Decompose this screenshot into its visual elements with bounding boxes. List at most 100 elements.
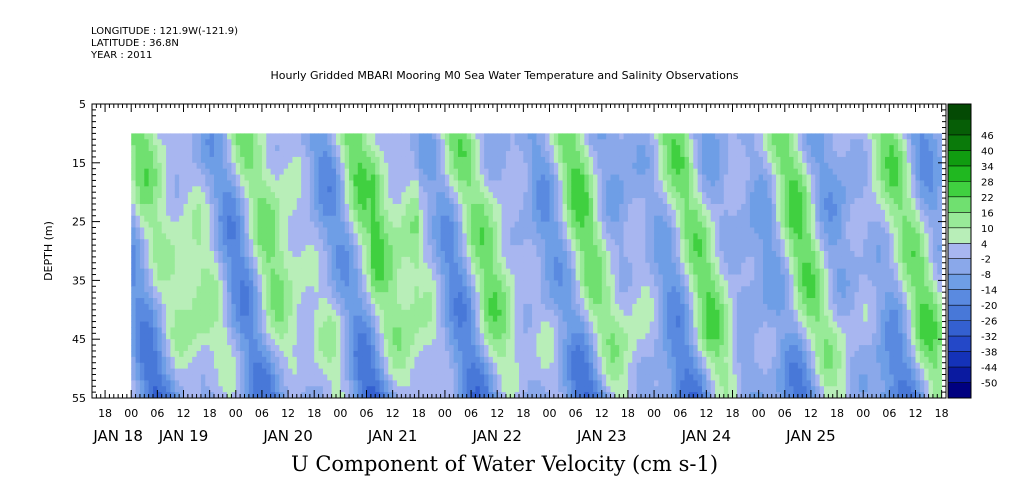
heatmap-cell — [135, 333, 141, 340]
heatmap-cell — [505, 180, 511, 187]
heatmap-cell — [440, 203, 446, 211]
heatmap-cell — [397, 380, 402, 387]
heatmap-cell — [218, 233, 224, 240]
heatmap-cell — [462, 327, 468, 334]
heatmap-cell — [344, 145, 350, 152]
heatmap-cell — [166, 303, 171, 311]
heatmap-cell — [510, 280, 516, 287]
heatmap-cell — [501, 380, 507, 387]
heatmap-cell — [458, 292, 463, 299]
heatmap-cell — [270, 174, 276, 181]
heatmap-cell — [510, 380, 516, 387]
heatmap-cell — [453, 227, 459, 234]
heatmap-cell — [392, 256, 398, 264]
heatmap-cell — [392, 245, 398, 252]
heatmap-cell — [144, 333, 150, 340]
heatmap-cell — [218, 380, 224, 387]
heatmap-cell — [362, 268, 367, 275]
heatmap-cell — [349, 139, 354, 146]
heatmap-cell — [196, 133, 202, 140]
heatmap-cell — [427, 215, 433, 222]
heatmap-cell — [261, 321, 267, 328]
heatmap-cell — [314, 298, 319, 305]
heatmap-cell — [192, 350, 197, 358]
heatmap-cell — [593, 233, 598, 240]
heatmap-cell — [340, 292, 346, 299]
heatmap-cell — [436, 209, 441, 217]
heatmap-cell — [205, 162, 211, 170]
heatmap-cell — [357, 133, 363, 140]
heatmap-cell — [418, 280, 424, 287]
heatmap-cell — [558, 192, 563, 199]
heatmap-cell — [375, 303, 380, 311]
heatmap-cell — [218, 262, 224, 270]
heatmap-cell — [301, 133, 306, 140]
heatmap-cell — [462, 350, 468, 358]
heatmap-cell — [244, 280, 250, 287]
heatmap-cell — [536, 392, 542, 399]
heatmap-cell — [527, 251, 533, 258]
heatmap-cell — [331, 192, 337, 199]
heatmap-cell — [257, 251, 263, 258]
heatmap-cell — [440, 256, 446, 264]
heatmap-cell — [523, 333, 529, 340]
heatmap-cell — [209, 221, 215, 228]
heatmap-cell — [584, 198, 590, 205]
heatmap-cell — [558, 321, 563, 328]
heatmap-cell — [479, 350, 485, 358]
heatmap-cell — [505, 192, 511, 199]
heatmap-cell — [318, 262, 324, 270]
heatmap-cell — [418, 350, 424, 358]
heatmap-cell — [492, 162, 498, 170]
heatmap-cell — [553, 356, 559, 364]
heatmap-cell — [593, 174, 598, 181]
heatmap-cell — [479, 209, 485, 217]
heatmap-cell — [471, 162, 476, 170]
heatmap-cell — [331, 268, 337, 275]
heatmap-cell — [488, 233, 494, 240]
heatmap-cell — [431, 339, 437, 346]
heatmap-cell — [505, 315, 511, 322]
heatmap-cell — [379, 145, 385, 152]
heatmap-cell — [379, 280, 385, 287]
heatmap-cell — [366, 392, 372, 399]
heatmap-cell — [135, 221, 141, 228]
heatmap-cell — [497, 215, 502, 222]
heatmap-cell — [261, 262, 267, 270]
heatmap-cell — [218, 298, 224, 305]
heatmap-cell — [362, 333, 367, 340]
heatmap-cell — [288, 386, 293, 393]
heatmap-cell — [444, 315, 450, 322]
heatmap-cell — [222, 309, 228, 317]
latitude-label: LATITUDE : 36.8N — [91, 38, 179, 49]
heatmap-cell — [414, 203, 420, 211]
heatmap-cell — [571, 186, 577, 193]
heatmap-cell — [610, 274, 616, 281]
heatmap-cell — [275, 245, 280, 252]
heatmap-cell — [153, 339, 158, 346]
heatmap-cell — [397, 356, 402, 364]
heatmap-cell — [266, 227, 272, 234]
heatmap-cell — [514, 386, 520, 393]
heatmap-cell — [549, 298, 555, 305]
heatmap-cell — [218, 145, 224, 152]
heatmap-cell — [401, 345, 407, 352]
heatmap-cell — [497, 156, 502, 164]
heatmap-cell — [157, 133, 163, 140]
heatmap-cell — [475, 198, 481, 205]
heatmap-cell — [436, 139, 441, 146]
heatmap-cell — [597, 345, 603, 352]
heatmap-cell — [222, 374, 228, 381]
heatmap-cell — [392, 198, 398, 205]
heatmap-cell — [187, 151, 193, 158]
heatmap-cell — [584, 156, 590, 164]
heatmap-cell — [309, 233, 315, 240]
heatmap-cell — [475, 380, 481, 387]
heatmap-cell — [157, 327, 163, 334]
heatmap-cell — [131, 321, 136, 328]
heatmap-cell — [501, 145, 507, 152]
heatmap-cell — [514, 215, 520, 222]
heatmap-cell — [248, 256, 254, 264]
heatmap-cell — [218, 315, 224, 322]
heatmap-cell — [214, 180, 219, 187]
